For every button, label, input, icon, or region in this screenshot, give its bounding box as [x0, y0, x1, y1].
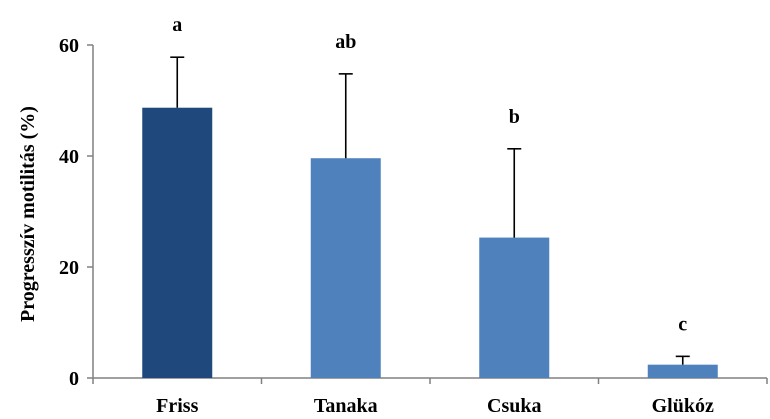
significance-label: a: [172, 14, 182, 36]
significance-label: b: [509, 106, 520, 128]
significance-label: ab: [335, 31, 356, 53]
bar-friss: [142, 107, 213, 378]
x-tick-label: Friss: [156, 395, 198, 417]
y-tick-label: 20: [59, 257, 79, 279]
x-tick-label: Tanaka: [314, 395, 378, 417]
significance-label: c: [678, 313, 687, 335]
bar-tanaka: [310, 158, 381, 378]
y-ticks: 0 20 40 60: [59, 35, 93, 390]
bar-csuka: [479, 237, 550, 378]
x-ticks: Friss Tanaka Csuka Glükóz: [156, 395, 714, 417]
x-tick-label: Csuka: [487, 395, 541, 417]
bar-glükóz: [647, 364, 718, 378]
y-axis-title: Progresszív motilitás (%): [17, 106, 39, 322]
significance-labels: a ab b c: [172, 14, 687, 335]
y-tick-label: 40: [59, 146, 79, 168]
x-tick-label: Glükóz: [652, 395, 714, 417]
error-bars: [170, 56, 690, 365]
y-tick-label: 0: [69, 368, 79, 390]
y-tick-label: 60: [59, 35, 79, 57]
bars: [142, 107, 718, 378]
